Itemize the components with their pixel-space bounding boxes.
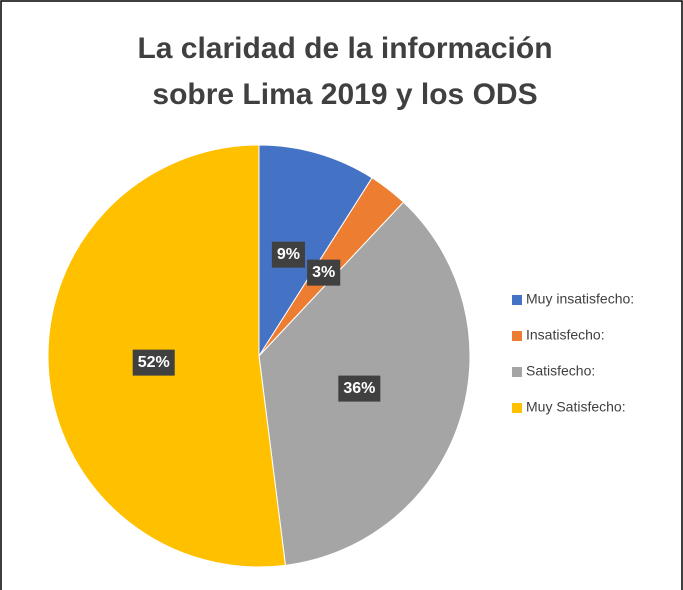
legend-label: Insatisfecho: xyxy=(526,327,605,343)
data-label-bg xyxy=(338,375,381,402)
chart-title: La claridad de la información xyxy=(137,32,552,65)
data-label: 9% xyxy=(277,246,300,263)
data-label-bg xyxy=(132,349,175,376)
data-label: 3% xyxy=(312,264,335,281)
legend-label: Muy Satisfecho: xyxy=(526,399,626,415)
chart-title: sobre Lima 2019 y los ODS xyxy=(152,78,537,111)
data-label-bg xyxy=(271,241,305,268)
legend-label: Satisfecho: xyxy=(526,363,595,379)
legend-label: Muy insatisfecho: xyxy=(526,291,634,307)
legend-swatch xyxy=(512,331,522,341)
legend-swatch xyxy=(512,403,522,413)
data-label: 36% xyxy=(343,380,375,397)
legend-swatch xyxy=(512,295,522,305)
legend-swatch xyxy=(512,367,522,377)
data-label: 52% xyxy=(138,354,170,371)
data-label-bg xyxy=(307,259,341,286)
pie-slice xyxy=(258,144,373,358)
